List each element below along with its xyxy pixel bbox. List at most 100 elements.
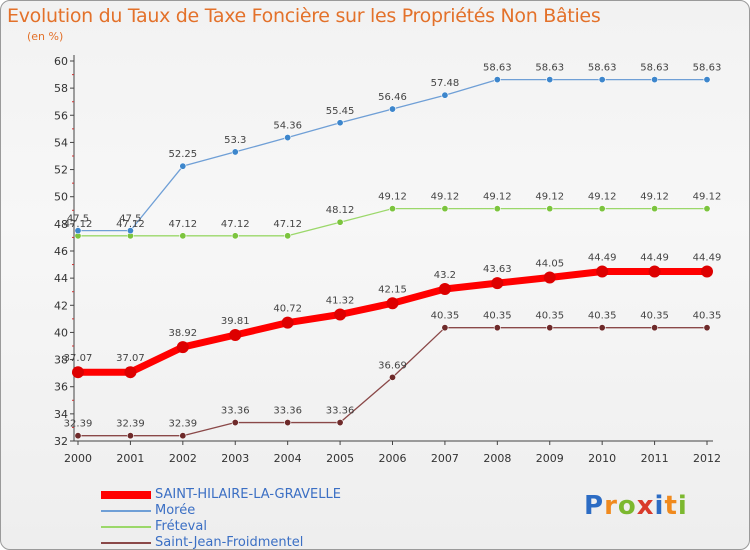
data-point: [281, 316, 294, 329]
data-label: 57.48: [431, 78, 460, 89]
data-label: 33.36: [326, 406, 355, 417]
y-tick-label: 56: [54, 109, 68, 122]
data-point: [386, 297, 399, 310]
y-tick-label: 44: [54, 272, 68, 285]
data-label: 49.12: [483, 192, 512, 203]
data-label: 44.05: [535, 258, 564, 269]
data-point: [493, 76, 501, 84]
data-point: [441, 324, 449, 332]
data-label: 40.35: [535, 311, 564, 322]
data-point: [546, 76, 554, 84]
logo-letter: i: [677, 491, 688, 521]
data-point: [543, 271, 556, 284]
y-tick-label: 42: [54, 299, 68, 312]
logo-letter: t: [664, 491, 678, 521]
data-label: 52.25: [169, 149, 198, 160]
data-point: [176, 341, 189, 354]
x-tick-label: 2004: [274, 452, 302, 465]
legend-swatch: [101, 510, 151, 512]
y-tick-label: 34: [54, 408, 68, 421]
data-label: 58.63: [640, 63, 669, 74]
data-label: 49.12: [588, 192, 617, 203]
x-tick-label: 2010: [588, 452, 616, 465]
data-point: [493, 205, 501, 213]
data-point: [491, 277, 504, 290]
data-label: 40.35: [640, 311, 669, 322]
data-label: 40.35: [588, 311, 617, 322]
data-point: [74, 432, 82, 440]
data-point: [334, 308, 347, 321]
data-label: 58.63: [693, 63, 722, 74]
y-tick-label: 36: [54, 381, 68, 394]
data-point: [336, 218, 344, 226]
data-label: 32.39: [64, 419, 93, 430]
data-point: [598, 205, 606, 213]
data-label: 44.49: [588, 252, 617, 263]
data-label: 55.45: [326, 106, 355, 117]
unit-label: (en %): [27, 30, 64, 43]
y-tick-label: 58: [54, 82, 68, 95]
data-point: [336, 419, 344, 427]
data-label: 42.15: [378, 284, 407, 295]
data-point: [231, 148, 239, 156]
data-point: [648, 265, 661, 278]
data-point: [438, 283, 451, 295]
y-tick-label: 48: [54, 218, 68, 231]
data-label: 58.63: [483, 63, 512, 74]
data-label: 37.07: [64, 353, 93, 364]
data-label: 47.12: [273, 219, 302, 230]
data-point: [703, 324, 711, 332]
logo-letter: i: [654, 491, 665, 521]
data-label: 32.39: [169, 419, 198, 430]
data-label: 49.12: [535, 192, 564, 203]
x-tick-label: 2003: [221, 452, 249, 465]
y-tick-label: 40: [54, 326, 68, 339]
data-label: 49.12: [431, 192, 460, 203]
data-point: [229, 329, 242, 342]
data-point: [284, 134, 292, 142]
chart-title: Evolution du Taux de Taxe Foncière sur l…: [7, 5, 601, 27]
data-point: [441, 205, 449, 213]
y-tick-label: 46: [54, 245, 68, 258]
x-tick-label: 2005: [326, 452, 354, 465]
data-label: 49.12: [640, 192, 669, 203]
data-point: [179, 162, 187, 170]
data-label: 58.63: [535, 63, 564, 74]
data-label: 32.39: [116, 419, 145, 430]
x-tick-label: 2006: [379, 452, 407, 465]
data-label: 39.81: [221, 316, 250, 327]
data-point: [546, 324, 554, 332]
x-tick-label: 2002: [169, 452, 197, 465]
data-point: [231, 419, 239, 427]
legend-label: Morée: [155, 503, 196, 518]
data-point: [74, 227, 82, 235]
data-label: 33.36: [221, 406, 250, 417]
data-label: 47.12: [116, 219, 145, 230]
data-label: 56.46: [378, 92, 407, 103]
data-point: [651, 205, 659, 213]
data-label: 48.12: [326, 205, 355, 216]
legend-swatch: [101, 526, 151, 528]
data-labels: 47.12 47.12 47.12 47.12 47.12 48.12 49.12 49.12…: [64, 63, 722, 430]
data-point: [284, 419, 292, 427]
data-point: [651, 76, 659, 84]
data-label: 40.35: [483, 311, 512, 322]
data-point: [284, 232, 292, 240]
proxiti-logo: Proxiti: [584, 491, 688, 521]
data-label: 47.12: [64, 219, 93, 230]
data-label: 47.12: [169, 219, 198, 230]
y-tick-label: 50: [54, 191, 68, 204]
logo-letter: o: [617, 491, 637, 521]
data-point: [388, 373, 396, 381]
y-tick-label: 54: [54, 136, 68, 149]
y-tick-label: 38: [54, 354, 68, 367]
data-label: 58.63: [588, 63, 617, 74]
data-label: 43.2: [434, 270, 456, 281]
data-point: [441, 91, 449, 99]
data-label: 54.36: [273, 121, 302, 132]
data-label: 33.36: [273, 406, 302, 417]
logo-letter: P: [584, 491, 605, 521]
data-label: 41.32: [326, 296, 355, 307]
